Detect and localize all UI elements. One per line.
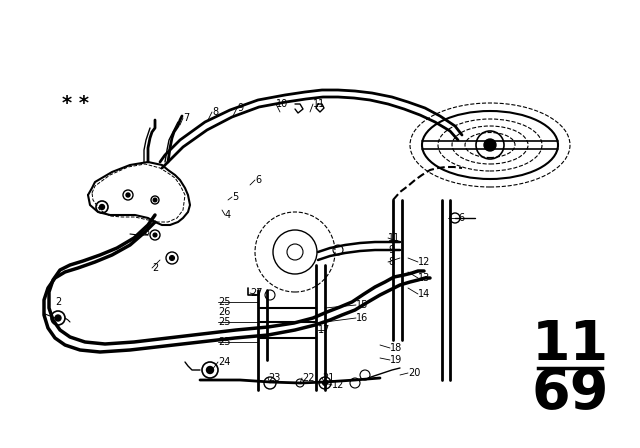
Text: 12: 12 (418, 257, 430, 267)
Text: 3: 3 (143, 227, 149, 237)
Text: 26: 26 (218, 307, 230, 317)
Text: * *: * * (61, 94, 88, 112)
Text: 21: 21 (322, 373, 334, 383)
Text: 10: 10 (276, 99, 288, 109)
Text: 22: 22 (302, 373, 314, 383)
Text: 12: 12 (332, 380, 344, 390)
Text: 18: 18 (390, 343, 403, 353)
Text: 2: 2 (55, 297, 61, 307)
Circle shape (153, 198, 157, 202)
Circle shape (99, 204, 104, 210)
Text: 17: 17 (318, 325, 330, 335)
Text: 24: 24 (218, 357, 230, 367)
Text: 13: 13 (418, 273, 430, 283)
Text: 11: 11 (531, 318, 609, 372)
Circle shape (126, 193, 130, 197)
Text: 16: 16 (356, 313, 368, 323)
Text: 4: 4 (225, 210, 231, 220)
Text: 25: 25 (218, 297, 230, 307)
Text: 25: 25 (218, 317, 230, 327)
Text: 20: 20 (408, 368, 420, 378)
Text: 6: 6 (255, 175, 261, 185)
Circle shape (484, 139, 496, 151)
Circle shape (170, 255, 175, 260)
Circle shape (207, 366, 214, 374)
Text: 2: 2 (152, 263, 158, 273)
Text: 69: 69 (531, 366, 609, 420)
Text: 27: 27 (250, 288, 262, 298)
Text: 19: 19 (390, 355, 403, 365)
Text: 7: 7 (183, 113, 189, 123)
Circle shape (55, 315, 61, 321)
Text: 8: 8 (388, 257, 394, 267)
Text: 9: 9 (237, 103, 243, 113)
Text: 5: 5 (232, 192, 238, 202)
Text: 11: 11 (388, 233, 400, 243)
Text: 9: 9 (388, 245, 394, 255)
Text: 15: 15 (356, 300, 369, 310)
Text: 8: 8 (212, 107, 218, 117)
Circle shape (323, 380, 328, 385)
Circle shape (153, 233, 157, 237)
Text: 23: 23 (268, 373, 280, 383)
Text: 6: 6 (458, 213, 464, 223)
Text: 25: 25 (218, 337, 230, 347)
Text: 14: 14 (418, 289, 430, 299)
Text: 11: 11 (313, 99, 325, 109)
